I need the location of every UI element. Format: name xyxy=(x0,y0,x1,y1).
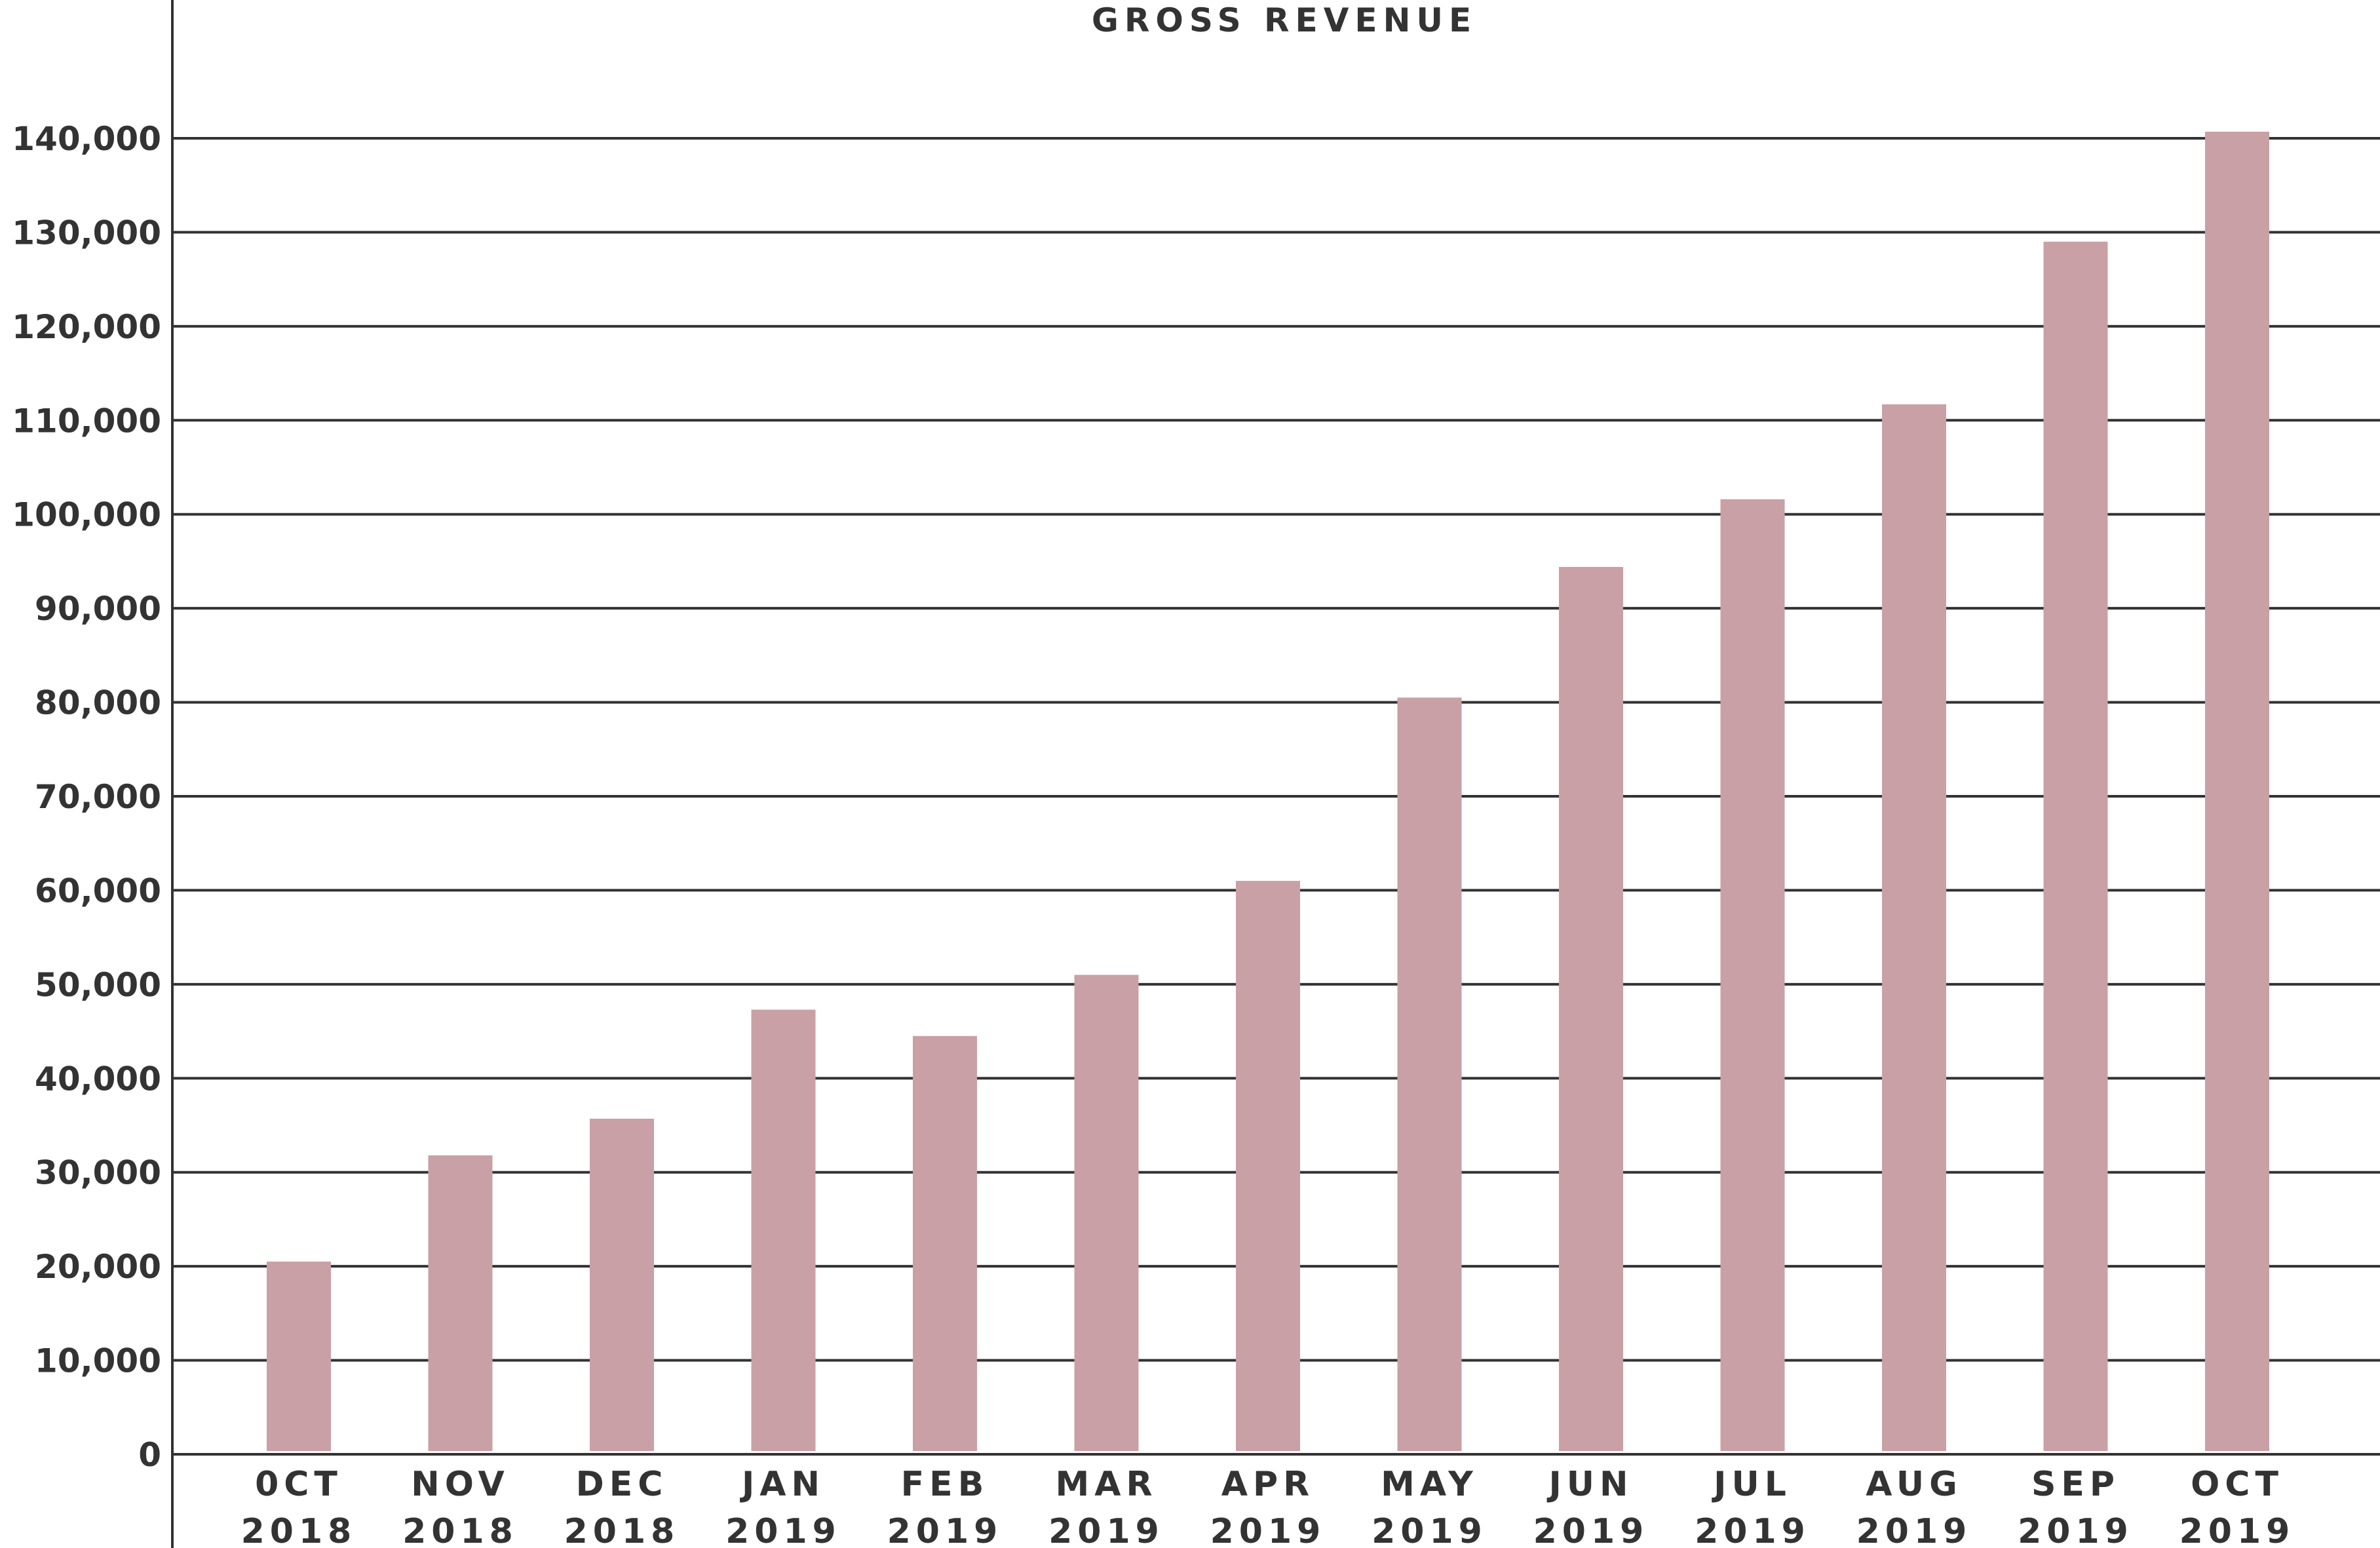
x-tick-label: 2019 xyxy=(1210,1512,1326,1548)
bar xyxy=(913,1035,977,1451)
y-tick-label: 100,000 xyxy=(12,496,161,534)
x-tick-label: 2018 xyxy=(564,1512,680,1548)
bar xyxy=(2205,131,2269,1452)
x-tick-label: OCT xyxy=(2191,1465,2284,1504)
x-tick-label: 2019 xyxy=(2179,1512,2295,1548)
bar xyxy=(1397,697,1462,1451)
y-tick-label: 110,000 xyxy=(12,402,161,440)
x-tick-label: APR xyxy=(1221,1465,1315,1504)
x-tick-label: JAN xyxy=(740,1465,825,1504)
y-tick-label: 20,000 xyxy=(35,1248,161,1286)
x-tick-label: 2019 xyxy=(1533,1512,1649,1548)
y-tick-label: 90,000 xyxy=(35,590,161,628)
bar xyxy=(428,1155,493,1451)
y-tick-label: 140,000 xyxy=(12,120,161,158)
x-tick-label: 2019 xyxy=(1695,1512,1811,1548)
y-tick-label: 40,000 xyxy=(35,1060,161,1098)
y-tick-label: 70,000 xyxy=(35,778,161,816)
y-tick-label: 10,000 xyxy=(35,1342,161,1380)
x-tick-label: MAY xyxy=(1381,1465,1478,1504)
bar xyxy=(1074,975,1139,1451)
bar xyxy=(590,1118,654,1451)
bar xyxy=(1236,881,1300,1451)
x-tick-label: 2019 xyxy=(1856,1512,1972,1548)
bar xyxy=(267,1261,331,1451)
x-axis-tick-labels: 0CT 2018 NOV 2018 DEC 2018 JAN 2019 FEB 2019 MAR 20… xyxy=(241,1465,2295,1548)
y-tick-label: 30,000 xyxy=(35,1154,161,1192)
bar xyxy=(1720,499,1785,1452)
y-tick-label: 60,000 xyxy=(35,872,161,910)
y-tick-label: 80,000 xyxy=(35,684,161,722)
x-tick-label: 2018 xyxy=(402,1512,518,1548)
x-tick-label: 2019 xyxy=(725,1512,841,1548)
x-tick-label: FEB xyxy=(901,1465,989,1504)
x-tick-label: 2019 xyxy=(1372,1512,1488,1548)
x-tick-label: JUN xyxy=(1546,1465,1633,1504)
x-tick-label: DEC xyxy=(576,1465,668,1504)
x-tick-label: JUL xyxy=(1712,1465,1792,1504)
bars xyxy=(267,131,2269,1452)
x-tick-label: MAR xyxy=(1055,1465,1157,1504)
bar xyxy=(2043,241,2108,1451)
axes xyxy=(171,0,2380,1548)
x-tick-label: 2019 xyxy=(887,1512,1003,1548)
y-axis-tick-labels: 0 10,000 20,000 30,000 40,000 50,000 60,000 70,… xyxy=(12,120,161,1474)
x-tick-label: NOV xyxy=(411,1465,510,1504)
x-tick-label: 2019 xyxy=(1048,1512,1164,1548)
y-tick-label: 130,000 xyxy=(12,214,161,252)
x-tick-label: 2018 xyxy=(241,1512,357,1548)
bar xyxy=(1559,567,1623,1451)
y-tick-label: 0 xyxy=(138,1436,161,1474)
y-tick-label: 120,000 xyxy=(12,308,161,346)
bar xyxy=(751,1009,816,1451)
x-tick-label: 2019 xyxy=(2018,1512,2134,1548)
x-tick-label: AUG xyxy=(1866,1465,1963,1504)
chart-title: GROSS REVENUE xyxy=(1092,1,1477,39)
x-tick-label: 0CT xyxy=(255,1465,343,1504)
bar xyxy=(1882,404,1946,1451)
y-tick-label: 50,000 xyxy=(35,966,161,1004)
x-tick-label: SEP xyxy=(2031,1465,2120,1504)
